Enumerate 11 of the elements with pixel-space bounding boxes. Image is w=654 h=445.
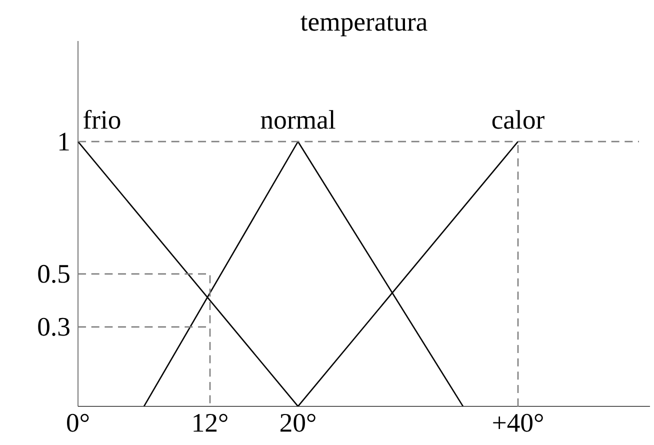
chart-title: temperatura — [300, 16, 428, 36]
x-tick-label: 20° — [280, 414, 316, 432]
series-label: normal — [260, 110, 336, 129]
y-tick-label: 1 — [59, 132, 69, 150]
x-tick-label: +40° — [493, 414, 543, 432]
series-label: frio — [84, 110, 120, 129]
y-tick-label: 0.3 — [38, 318, 70, 336]
series-label: calor — [492, 110, 544, 129]
x-tick-label: 0° — [67, 414, 89, 432]
y-tick-label: 0.5 — [38, 264, 70, 284]
x-tick-label: 12° — [194, 414, 228, 432]
